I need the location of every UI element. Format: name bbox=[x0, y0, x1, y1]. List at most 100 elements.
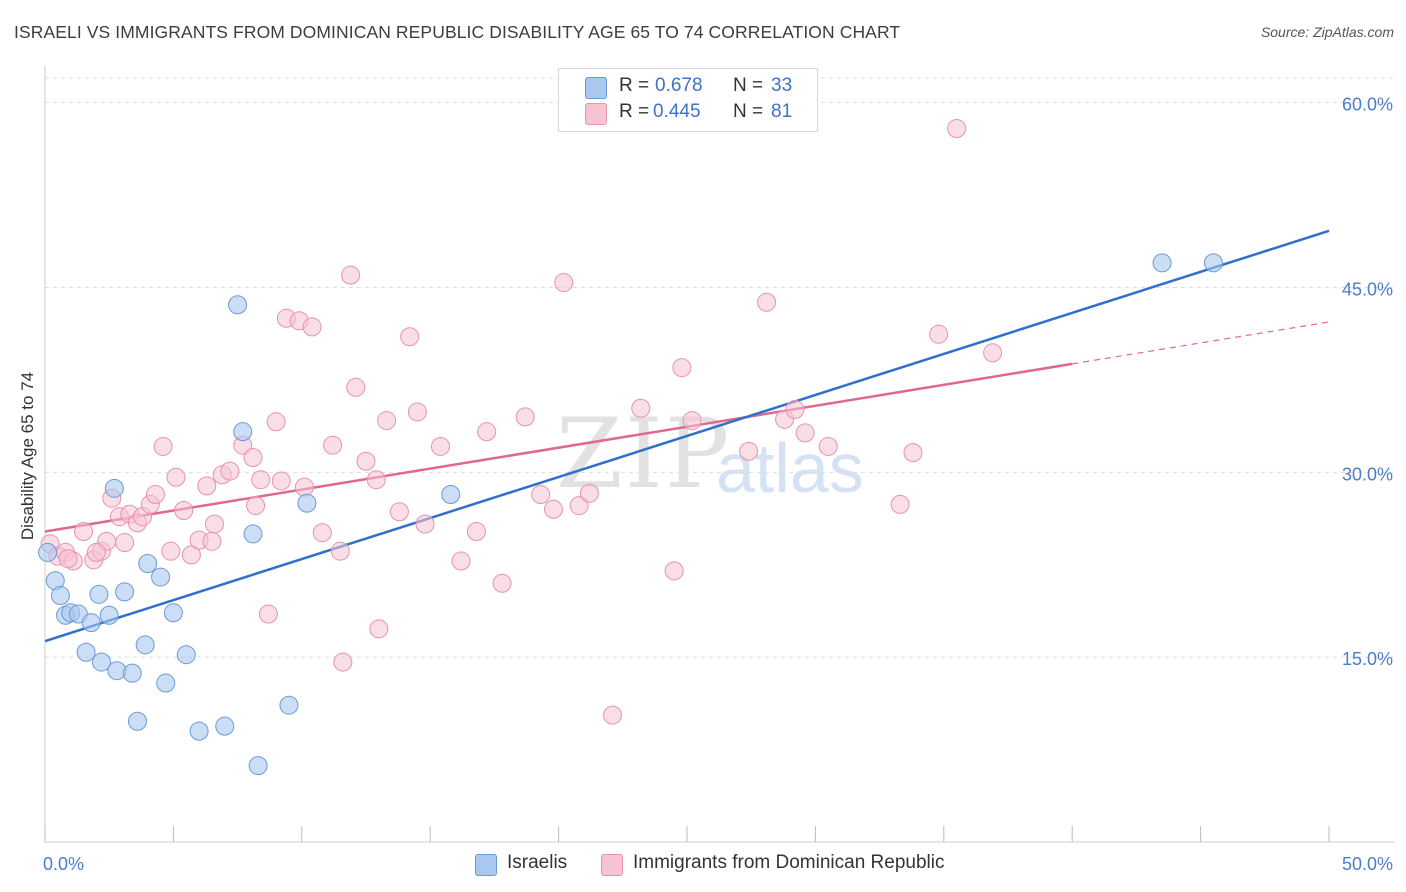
point-dominican bbox=[785, 399, 805, 419]
point-dominican bbox=[246, 496, 266, 516]
point-dominican bbox=[174, 501, 194, 521]
legend-n-value: 33 bbox=[771, 75, 793, 96]
point-dominican bbox=[983, 343, 1003, 363]
trend-lines bbox=[44, 229, 1330, 643]
point-dominican bbox=[74, 521, 94, 541]
point-dominican bbox=[166, 467, 186, 487]
point-dominican bbox=[415, 514, 435, 534]
bottom-legend-label: Immigrants from Dominican Republic bbox=[633, 852, 945, 873]
point-israeli bbox=[441, 485, 461, 505]
trend-line-dominican bbox=[44, 362, 1073, 533]
point-dominican bbox=[145, 485, 165, 505]
point-israeli bbox=[127, 711, 147, 731]
point-dominican bbox=[330, 541, 350, 561]
point-dominican bbox=[346, 377, 366, 397]
point-dominican bbox=[271, 471, 291, 491]
point-israeli bbox=[138, 554, 158, 574]
point-israeli bbox=[243, 524, 263, 544]
y-tick-label: 45.0% bbox=[1342, 279, 1393, 299]
point-dominican bbox=[569, 496, 589, 516]
point-dominican bbox=[947, 119, 967, 139]
legend-r-value: 0.678 bbox=[655, 75, 703, 96]
point-dominican bbox=[466, 521, 486, 541]
x-tick-label: 0.0% bbox=[43, 854, 84, 874]
point-dominican bbox=[312, 523, 332, 543]
point-dominican bbox=[220, 461, 240, 481]
point-dominican bbox=[682, 411, 702, 431]
point-israeli bbox=[50, 586, 70, 606]
bottom-legend-label: Israelis bbox=[507, 852, 568, 873]
y-tick-label: 30.0% bbox=[1342, 464, 1393, 484]
point-israeli bbox=[122, 663, 142, 683]
point-israeli bbox=[189, 721, 209, 741]
tick-labels: 15.0% 30.0% 45.0% 60.0% 0.0% 50.0% bbox=[43, 95, 1393, 874]
point-dominican bbox=[389, 502, 409, 522]
point-dominican bbox=[197, 476, 217, 496]
axes bbox=[44, 66, 1394, 843]
legend-n-label: N = bbox=[733, 101, 764, 122]
grid-lines bbox=[45, 77, 1394, 658]
legend-swatch-pink bbox=[585, 103, 607, 125]
chart-source: Source: ZipAtlas.com bbox=[1260, 24, 1394, 40]
point-dominican bbox=[302, 317, 322, 337]
point-dominican bbox=[757, 292, 777, 312]
point-dominican bbox=[492, 573, 512, 593]
point-dominican bbox=[579, 483, 599, 503]
legend-r-value: 0.445 bbox=[653, 101, 701, 122]
point-dominican bbox=[115, 533, 135, 553]
point-dominican bbox=[377, 411, 397, 431]
legend-swatch-blue bbox=[585, 77, 607, 99]
point-dominican bbox=[369, 619, 389, 639]
point-dominican bbox=[266, 412, 286, 432]
bottom-legend-swatch-blue bbox=[475, 854, 497, 876]
chart-title: ISRAELI VS IMMIGRANTS FROM DOMINICAN REP… bbox=[14, 22, 901, 42]
point-dominican bbox=[430, 436, 450, 456]
bottom-legend-swatch-pink bbox=[601, 854, 623, 876]
point-dominican bbox=[161, 541, 181, 561]
point-dominican bbox=[251, 470, 271, 490]
trend-line-dominican-extension bbox=[1072, 321, 1330, 365]
point-dominican bbox=[451, 551, 471, 571]
point-israeli bbox=[104, 478, 124, 498]
point-israeli bbox=[89, 584, 109, 604]
point-israeli bbox=[99, 605, 119, 625]
point-israeli bbox=[176, 645, 196, 665]
point-dominican bbox=[664, 561, 684, 581]
legend-n-label: N = bbox=[733, 75, 764, 96]
point-dominican bbox=[356, 451, 376, 471]
point-dominican bbox=[86, 542, 106, 562]
y-tick-label: 60.0% bbox=[1342, 95, 1393, 115]
point-israeli bbox=[1152, 253, 1172, 273]
point-dominican bbox=[543, 499, 563, 519]
point-dominican bbox=[631, 398, 651, 418]
point-dominican bbox=[202, 531, 222, 551]
point-dominican bbox=[818, 436, 838, 456]
point-dominican bbox=[400, 327, 420, 347]
point-israeli bbox=[91, 652, 111, 672]
point-israeli bbox=[135, 635, 155, 655]
point-dominican bbox=[531, 485, 551, 505]
point-israeli bbox=[279, 695, 299, 715]
point-dominican bbox=[366, 470, 386, 490]
data-points bbox=[38, 119, 1223, 776]
point-israeli bbox=[248, 756, 268, 776]
point-israeli bbox=[215, 716, 235, 736]
point-dominican bbox=[181, 545, 201, 565]
legend-n-value: 81 bbox=[771, 101, 793, 122]
point-dominican bbox=[258, 604, 278, 624]
point-israeli bbox=[1203, 253, 1223, 273]
point-dominican bbox=[795, 423, 815, 443]
point-israeli bbox=[163, 603, 183, 623]
point-dominican bbox=[672, 358, 692, 378]
legend-r-label: R = bbox=[619, 101, 650, 122]
point-dominican bbox=[333, 652, 353, 672]
point-dominican bbox=[890, 494, 910, 514]
y-tick-label: 15.0% bbox=[1342, 649, 1393, 669]
point-israeli bbox=[156, 673, 176, 693]
correlation-legend: R = 0.678 N = 33 R = 0.445 N = 81 bbox=[558, 68, 818, 132]
point-dominican bbox=[739, 441, 759, 461]
point-dominican bbox=[515, 407, 535, 427]
point-dominican bbox=[323, 435, 343, 455]
legend-r-label: R = bbox=[619, 75, 650, 96]
